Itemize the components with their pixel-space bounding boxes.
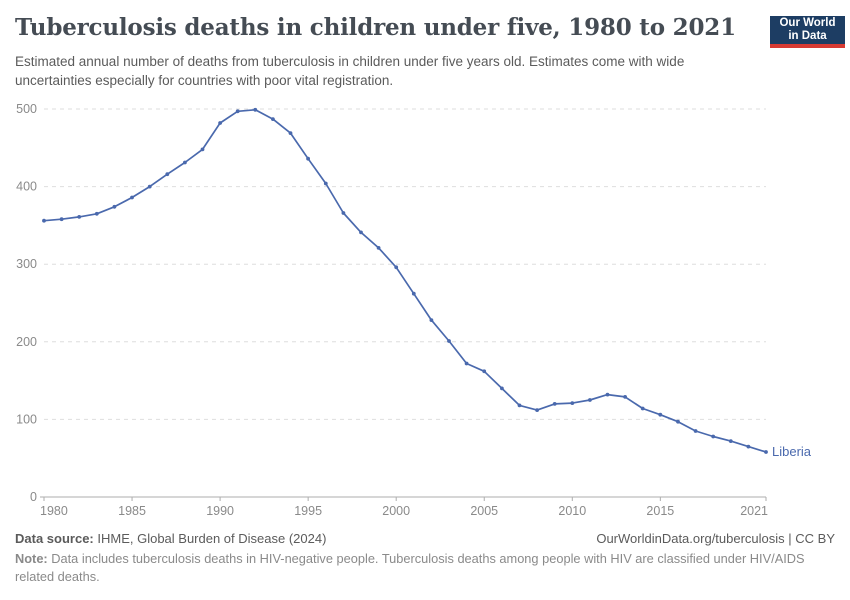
data-point	[728, 439, 733, 443]
data-point	[500, 386, 504, 391]
x-axis-label: 2010	[558, 504, 586, 518]
data-point	[447, 339, 451, 343]
chart-title: Tuberculosis deaths in children under fi…	[15, 14, 736, 41]
series-end-label: Liberia	[772, 444, 812, 459]
data-point	[676, 419, 680, 424]
x-axis-label: 1980	[40, 504, 68, 518]
y-axis-label: 400	[16, 180, 37, 194]
data-source-label: Data source:	[15, 531, 94, 546]
data-point	[482, 369, 487, 374]
data-point	[552, 402, 557, 406]
x-axis-label: 1995	[294, 504, 322, 518]
y-axis-label: 100	[16, 412, 37, 426]
data-point	[218, 121, 223, 125]
data-point	[341, 211, 346, 215]
data-point	[147, 184, 152, 189]
data-point	[165, 172, 170, 177]
data-point	[693, 429, 698, 433]
y-axis-label: 300	[16, 257, 37, 271]
data-point	[130, 195, 134, 200]
data-point	[605, 392, 610, 397]
data-point	[323, 181, 328, 186]
owid-logo-line2: in Data	[788, 30, 827, 42]
x-axis-label: 2000	[382, 504, 410, 518]
data-point	[306, 156, 310, 161]
x-axis-label: 1985	[118, 504, 146, 518]
data-point	[288, 131, 293, 136]
data-point	[59, 217, 64, 222]
data-point	[570, 401, 575, 405]
chart-line	[43, 108, 767, 453]
footnote-text: Data includes tuberculosis deaths in HIV…	[15, 551, 805, 585]
data-source-text: IHME, Global Burden of Disease (2024)	[93, 531, 327, 546]
data-point	[200, 147, 205, 152]
data-point	[183, 160, 187, 165]
data-point	[640, 406, 645, 411]
y-axis-label: 500	[16, 102, 37, 116]
owid-logo[interactable]: Our World in Data	[770, 16, 845, 48]
data-point	[253, 107, 258, 112]
license-link[interactable]: OurWorldinData.org/tuberculosis | CC BY	[596, 531, 835, 546]
data-point	[623, 395, 627, 399]
y-axis-label: 200	[16, 335, 37, 349]
data-point	[588, 398, 592, 402]
x-axis-label: 2015	[646, 504, 674, 518]
data-point	[359, 230, 363, 235]
data-point	[764, 450, 768, 454]
data-point	[42, 218, 46, 223]
data-point	[517, 403, 522, 408]
data-point	[112, 204, 117, 209]
source-row: Data source: IHME, Global Burden of Dise…	[15, 531, 835, 546]
data-point	[235, 109, 240, 114]
data-point	[711, 434, 716, 439]
data-point	[746, 444, 751, 449]
data-point	[94, 211, 99, 216]
data-point	[535, 408, 539, 412]
data-point	[394, 265, 399, 270]
data-point	[77, 215, 82, 219]
data-point	[658, 412, 663, 417]
chart-subtitle: Estimated annual number of deaths from t…	[15, 54, 685, 89]
footnote-label: Note:	[15, 551, 48, 566]
footnote: Note: Data includes tuberculosis deaths …	[15, 550, 820, 586]
data-point	[464, 361, 469, 366]
y-axis-label: 0	[30, 490, 37, 504]
data-point	[271, 117, 275, 121]
x-axis-label: 2021	[740, 504, 768, 518]
owid-logo-line1: Our World	[779, 17, 836, 29]
data-point	[376, 246, 381, 250]
data-point	[411, 291, 416, 296]
data-point	[429, 318, 434, 322]
data-source: Data source: IHME, Global Burden of Dise…	[15, 531, 326, 546]
chart-footer: Data source: IHME, Global Burden of Dise…	[15, 531, 835, 586]
x-axis-label: 2005	[470, 504, 498, 518]
x-axis-label: 1990	[206, 504, 234, 518]
